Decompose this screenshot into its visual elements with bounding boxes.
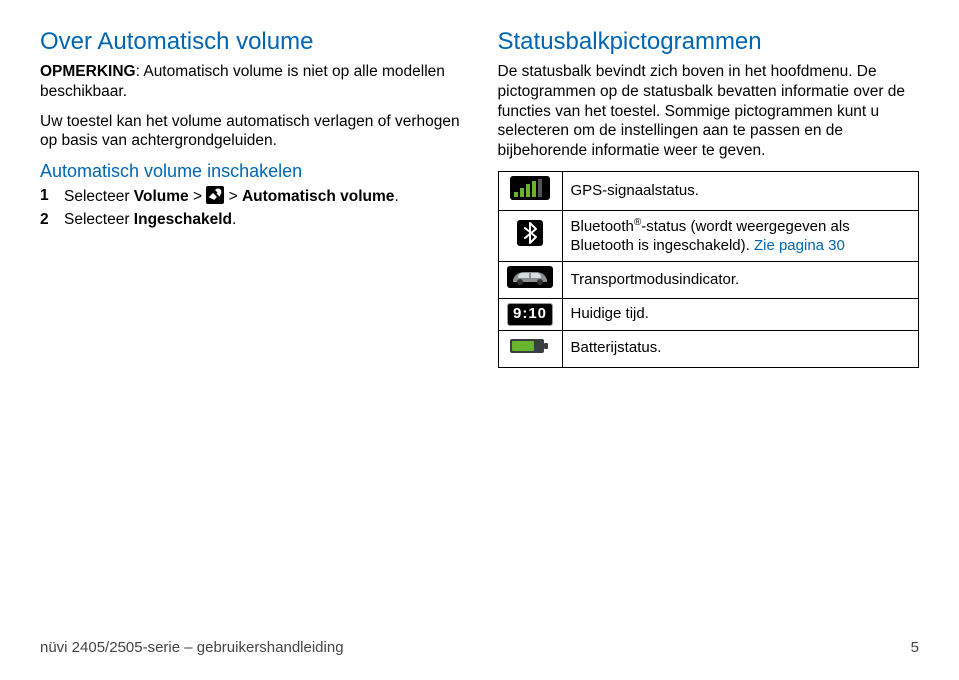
step-1: 1 Selecteer Volume > > Automatisch volum… [40, 186, 462, 208]
signal-bars-icon [510, 176, 550, 200]
note-label: OPMERKING [40, 63, 136, 80]
table-row: Batterijstatus. [498, 330, 919, 367]
table-row: Bluetooth®-status (wordt weergegeven als… [498, 210, 919, 262]
right-heading-1: Statusbalkpictogrammen [498, 28, 920, 56]
step-1-number: 1 [40, 186, 54, 208]
table-row: 9:10 Huidige tijd. [498, 299, 919, 331]
footer-left: nüvi 2405/2505-serie – gebruikershandlei… [40, 639, 344, 656]
step-2-text: Selecteer Ingeschakeld. [64, 210, 236, 231]
table-icon-cell [498, 172, 562, 211]
footer-page-number: 5 [911, 639, 919, 656]
table-text-cell: Transportmodusindicator. [562, 262, 919, 299]
step1-mid1: > [189, 188, 207, 205]
step1-bold2: Automatisch volume [242, 188, 394, 205]
table-icon-cell [498, 262, 562, 299]
table-icon-cell [498, 210, 562, 262]
step1-pre: Selecteer [64, 188, 134, 205]
table-text-cell: Bluetooth®-status (wordt weergegeven als… [562, 210, 919, 262]
step1-bold1: Volume [134, 188, 189, 205]
table-row: GPS-signaalstatus. [498, 172, 919, 211]
step1-post: . [394, 188, 398, 205]
right-para-1: De statusbalk bevindt zich boven in het … [498, 62, 920, 161]
step2-post: . [232, 211, 236, 228]
step2-bold1: Ingeschakeld [134, 211, 232, 228]
clock-icon: 9:10 [507, 303, 553, 326]
step1-mid2: > [224, 188, 242, 205]
step-2: 2 Selecteer Ingeschakeld. [40, 210, 462, 231]
left-heading-2: Automatisch volume inschakelen [40, 161, 462, 182]
right-column: Statusbalkpictogrammen De statusbalk bev… [498, 28, 920, 633]
status-icons-table: GPS-signaalstatus. Bluetooth®-status (wo… [498, 171, 920, 368]
page: Over Automatisch volume OPMERKING: Autom… [0, 0, 959, 680]
step2-pre: Selecteer [64, 211, 134, 228]
table-text-cell: Batterijstatus. [562, 330, 919, 367]
table-icon-cell: 9:10 [498, 299, 562, 331]
tools-icon [206, 186, 224, 204]
bt-pre: Bluetooth [571, 218, 634, 235]
bluetooth-icon [517, 220, 543, 246]
step-1-text: Selecteer Volume > > Automatisch volume. [64, 186, 399, 208]
table-row: Transportmodusindicator. [498, 262, 919, 299]
table-text-cell: GPS-signaalstatus. [562, 172, 919, 211]
table-text-cell: Huidige tijd. [562, 299, 919, 331]
left-column: Over Automatisch volume OPMERKING: Autom… [40, 28, 462, 633]
step-2-number: 2 [40, 210, 54, 231]
car-icon [507, 266, 553, 288]
left-para-1: Uw toestel kan het volume automatisch ve… [40, 112, 462, 152]
page-footer: nüvi 2405/2505-serie – gebruikershandlei… [40, 633, 919, 656]
table-icon-cell [498, 330, 562, 367]
bt-link[interactable]: Zie pagina 30 [754, 237, 845, 254]
note-paragraph: OPMERKING: Automatisch volume is niet op… [40, 62, 462, 102]
battery-icon [508, 335, 552, 357]
content-columns: Over Automatisch volume OPMERKING: Autom… [40, 28, 919, 633]
left-heading-1: Over Automatisch volume [40, 28, 462, 56]
